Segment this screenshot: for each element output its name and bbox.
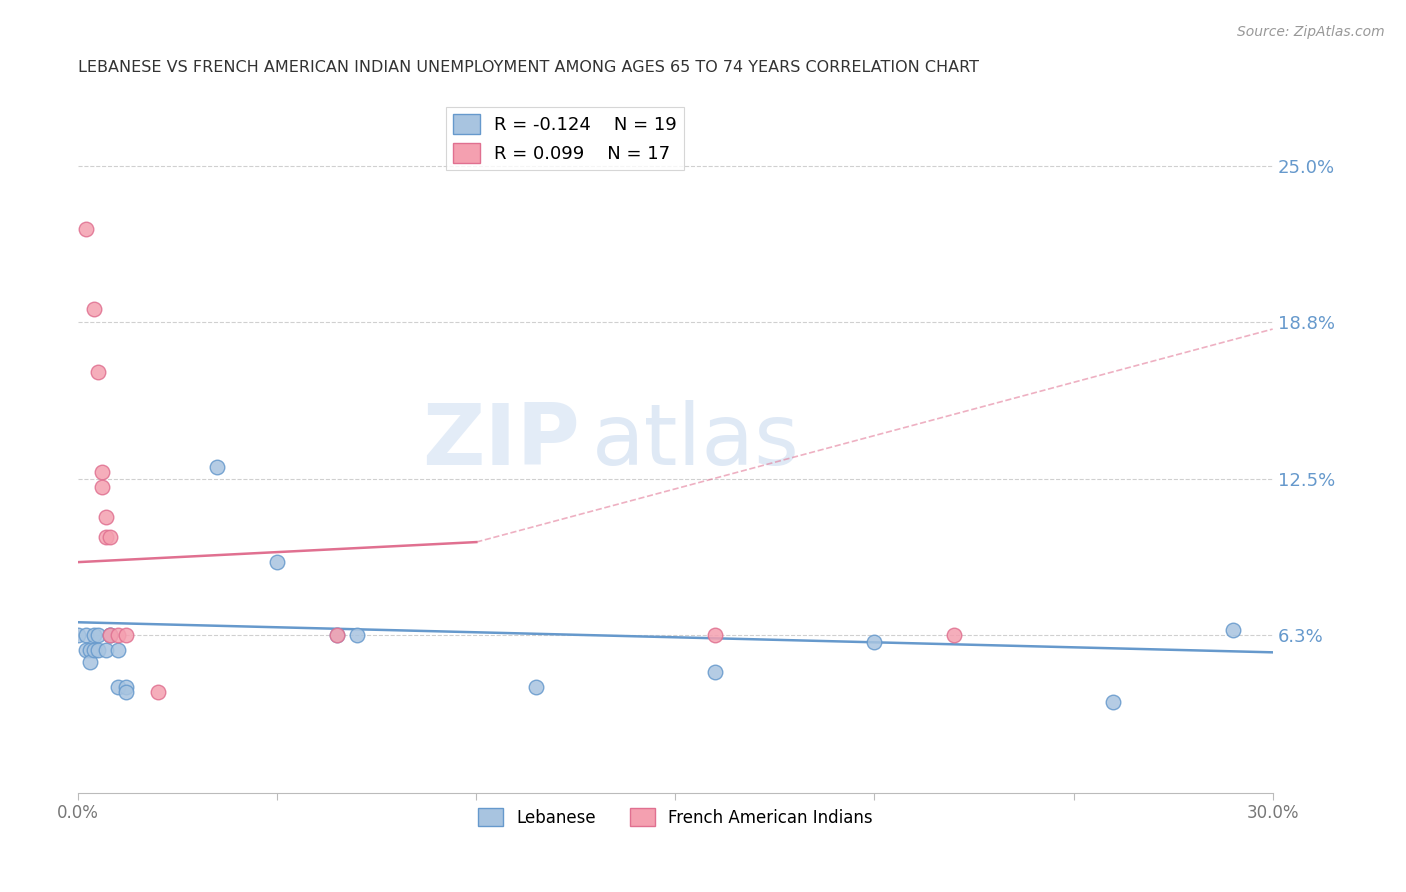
Point: [94, 643, 117, 657]
Point: [107, 643, 129, 657]
Point: [1102, 695, 1125, 709]
Point: [326, 628, 349, 642]
Point: [87, 365, 110, 379]
Point: [79, 643, 101, 657]
Point: [524, 681, 547, 695]
Point: [83, 643, 105, 657]
Point: [1222, 623, 1244, 637]
Point: [943, 628, 966, 642]
Point: [863, 635, 886, 649]
Point: [98, 628, 121, 642]
Point: [326, 628, 349, 642]
Point: [75, 628, 97, 642]
Point: [115, 681, 138, 695]
Point: [115, 685, 138, 699]
Point: [704, 665, 727, 680]
Point: [146, 685, 169, 699]
Point: [75, 222, 97, 236]
Text: Source: ZipAtlas.com: Source: ZipAtlas.com: [1237, 25, 1385, 39]
Point: [91, 480, 114, 494]
Point: [94, 510, 117, 524]
Point: [67, 628, 90, 642]
Point: [346, 628, 368, 642]
Point: [87, 643, 110, 657]
Point: [98, 530, 121, 544]
Point: [94, 530, 117, 544]
Point: [83, 628, 105, 642]
Text: atlas: atlas: [592, 401, 800, 483]
Point: [107, 681, 129, 695]
Text: ZIP: ZIP: [422, 401, 579, 483]
Point: [87, 628, 110, 642]
Point: [207, 459, 229, 474]
Point: [115, 628, 138, 642]
Point: [98, 628, 121, 642]
Point: [704, 628, 727, 642]
Point: [83, 301, 105, 316]
Point: [75, 643, 97, 657]
Point: [107, 628, 129, 642]
Point: [266, 555, 288, 569]
Legend: Lebanese, French American Indians: Lebanese, French American Indians: [471, 801, 879, 833]
Point: [98, 628, 121, 642]
Text: LEBANESE VS FRENCH AMERICAN INDIAN UNEMPLOYMENT AMONG AGES 65 TO 74 YEARS CORREL: LEBANESE VS FRENCH AMERICAN INDIAN UNEMP…: [79, 60, 979, 75]
Point: [79, 656, 101, 670]
Point: [91, 465, 114, 479]
